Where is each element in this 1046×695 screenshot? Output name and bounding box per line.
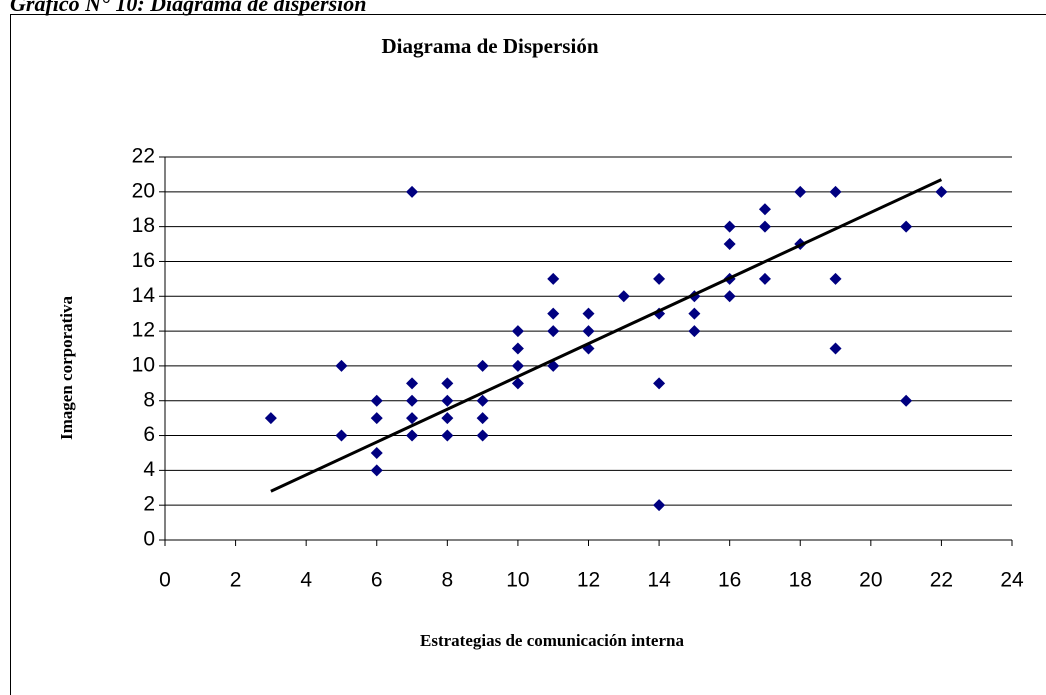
y-tick-label: 22: [132, 145, 155, 168]
data-point: [547, 325, 560, 338]
y-tick-label: 18: [132, 214, 155, 237]
y-tick-label: 20: [132, 179, 155, 202]
data-point: [476, 429, 489, 442]
data-point: [688, 307, 701, 320]
y-tick-label: 10: [132, 353, 155, 376]
x-tick-label: 8: [441, 569, 453, 592]
data-point: [653, 272, 666, 285]
x-axis-label: Estrategias de comunicación interna: [420, 631, 684, 650]
x-tick-label: 14: [647, 569, 671, 592]
data-point: [476, 359, 489, 372]
data-point: [441, 429, 454, 442]
x-tick-label: 12: [577, 569, 600, 592]
data-point: [829, 342, 842, 355]
data-point: [264, 412, 277, 425]
data-point: [794, 185, 807, 198]
data-point: [547, 307, 560, 320]
y-tick-label: 8: [143, 388, 155, 411]
x-tick-label: 24: [1000, 569, 1024, 592]
data-point: [370, 464, 383, 477]
data-point: [582, 307, 595, 320]
data-point: [370, 446, 383, 459]
data-point: [441, 412, 454, 425]
x-tick-label: 22: [930, 569, 953, 592]
data-point: [617, 290, 630, 303]
data-point: [476, 412, 489, 425]
data-point: [900, 394, 913, 407]
x-tick-label: 4: [300, 569, 312, 592]
data-point: [370, 394, 383, 407]
data-point: [829, 185, 842, 198]
y-tick-label: 0: [143, 528, 155, 551]
y-tick-label: 14: [132, 284, 156, 307]
y-tick-label: 2: [143, 493, 155, 516]
caption: Gráfico N° 10: Diagrama de dispersión: [10, 0, 367, 16]
x-tick-label: 18: [789, 569, 812, 592]
data-point: [406, 412, 419, 425]
x-tick-label: 6: [371, 569, 383, 592]
y-tick-label: 4: [143, 458, 155, 481]
data-point: [406, 377, 419, 390]
data-point: [900, 220, 913, 233]
data-point: [511, 377, 524, 390]
data-point: [441, 377, 454, 390]
data-point: [758, 203, 771, 216]
data-point: [723, 220, 736, 233]
data-point: [723, 238, 736, 251]
data-point: [582, 325, 595, 338]
x-tick-label: 2: [230, 569, 242, 592]
y-tick-label: 12: [132, 319, 155, 342]
trend-line: [270, 178, 943, 493]
x-tick-label: 0: [159, 569, 171, 592]
y-tick-label: 6: [143, 423, 155, 446]
data-point: [758, 272, 771, 285]
data-point: [653, 377, 666, 390]
data-point: [370, 412, 383, 425]
data-point: [935, 185, 948, 198]
data-point: [547, 272, 560, 285]
data-point: [511, 325, 524, 338]
x-tick-label: 10: [506, 569, 529, 592]
x-tick-label: 20: [859, 569, 882, 592]
data-point: [441, 394, 454, 407]
data-point: [406, 394, 419, 407]
chart-title: Diagrama de Dispersión: [382, 34, 599, 58]
chart-border: [10, 14, 1046, 695]
data-point: [653, 499, 666, 512]
data-point: [758, 220, 771, 233]
data-point: [511, 359, 524, 372]
data-point: [511, 342, 524, 355]
data-point: [406, 185, 419, 198]
data-point: [476, 394, 489, 407]
data-point: [335, 429, 348, 442]
data-point: [335, 359, 348, 372]
data-point: [723, 290, 736, 303]
data-point: [688, 325, 701, 338]
y-axis-label: Imagen corporativa: [57, 296, 76, 441]
x-tick-label: 16: [718, 569, 741, 592]
data-point: [829, 272, 842, 285]
y-tick-label: 16: [132, 249, 155, 272]
data-point: [406, 429, 419, 442]
